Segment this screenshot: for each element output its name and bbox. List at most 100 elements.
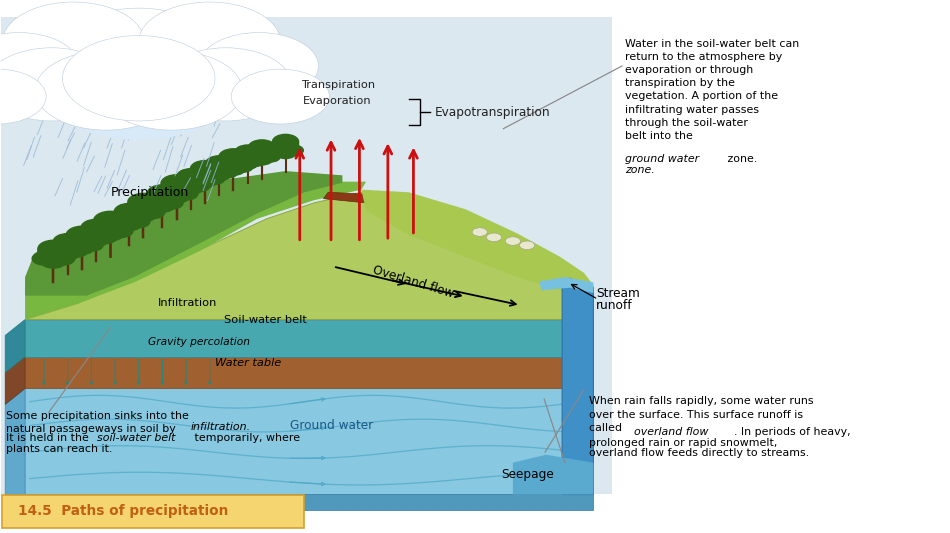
- Polygon shape: [25, 182, 366, 319]
- Circle shape: [208, 168, 230, 181]
- Circle shape: [237, 157, 258, 169]
- Text: Ground water: Ground water: [291, 419, 373, 432]
- Text: Water in the soil-water belt can
return to the atmosphere by
evaporation or thro: Water in the soil-water belt can return …: [625, 38, 799, 141]
- Circle shape: [203, 173, 225, 184]
- Text: Seepage: Seepage: [502, 468, 554, 481]
- Circle shape: [142, 197, 163, 209]
- Circle shape: [163, 189, 189, 203]
- Circle shape: [52, 252, 75, 265]
- Circle shape: [32, 252, 55, 265]
- Text: Water table: Water table: [215, 358, 281, 368]
- Circle shape: [193, 174, 217, 188]
- Circle shape: [235, 150, 251, 159]
- Circle shape: [125, 209, 144, 220]
- Text: Overland flow: Overland flow: [370, 264, 455, 301]
- Text: ground water: ground water: [625, 154, 699, 164]
- Text: overland flow: overland flow: [635, 427, 709, 437]
- Circle shape: [185, 173, 206, 184]
- Circle shape: [128, 215, 150, 228]
- Circle shape: [161, 48, 292, 121]
- Text: 14.5  Paths of precipitation: 14.5 Paths of precipitation: [18, 504, 229, 519]
- Circle shape: [172, 181, 192, 191]
- Circle shape: [108, 215, 131, 228]
- Text: When rain falls rapidly, some water runs
over the surface. This surface runoff i: When rain falls rapidly, some water runs…: [589, 397, 813, 433]
- Polygon shape: [540, 277, 594, 293]
- Circle shape: [87, 224, 112, 238]
- Circle shape: [150, 198, 175, 212]
- Polygon shape: [25, 357, 594, 389]
- Circle shape: [147, 185, 178, 202]
- Circle shape: [56, 247, 80, 260]
- Circle shape: [243, 151, 263, 162]
- Circle shape: [190, 180, 210, 192]
- Text: Infiltration: Infiltration: [158, 297, 217, 308]
- Circle shape: [66, 232, 86, 243]
- Circle shape: [235, 145, 260, 159]
- Circle shape: [49, 246, 69, 257]
- Circle shape: [486, 233, 502, 241]
- Circle shape: [128, 199, 148, 210]
- Polygon shape: [562, 278, 594, 495]
- Circle shape: [284, 145, 303, 156]
- Circle shape: [216, 161, 233, 171]
- Circle shape: [63, 36, 215, 121]
- Polygon shape: [5, 389, 25, 511]
- Circle shape: [139, 2, 280, 82]
- Circle shape: [41, 254, 66, 268]
- Circle shape: [282, 139, 298, 149]
- Polygon shape: [361, 190, 594, 298]
- Text: . In periods of heavy,: . In periods of heavy,: [733, 427, 850, 437]
- Circle shape: [3, 2, 144, 82]
- Circle shape: [0, 33, 79, 100]
- Circle shape: [159, 190, 178, 201]
- Polygon shape: [513, 455, 594, 495]
- Polygon shape: [25, 192, 594, 319]
- Circle shape: [109, 224, 133, 238]
- Circle shape: [84, 233, 108, 247]
- Circle shape: [35, 51, 177, 130]
- Circle shape: [162, 197, 183, 209]
- Circle shape: [180, 182, 202, 195]
- Circle shape: [81, 238, 104, 251]
- Circle shape: [114, 204, 144, 220]
- Circle shape: [38, 246, 58, 257]
- Circle shape: [105, 217, 127, 229]
- Polygon shape: [5, 357, 25, 405]
- Circle shape: [200, 167, 220, 178]
- Circle shape: [248, 140, 276, 155]
- Circle shape: [66, 226, 98, 244]
- Circle shape: [175, 187, 198, 200]
- Circle shape: [246, 156, 265, 166]
- Circle shape: [218, 167, 238, 178]
- Text: Some precipitation sinks into the
natural passageways in soil by: Some precipitation sinks into the natura…: [6, 411, 189, 434]
- Circle shape: [248, 145, 266, 155]
- Circle shape: [221, 162, 245, 175]
- Text: Evapotranspiration: Evapotranspiration: [434, 106, 550, 119]
- Circle shape: [273, 134, 298, 149]
- Polygon shape: [5, 495, 594, 511]
- Circle shape: [218, 154, 238, 165]
- Circle shape: [172, 180, 192, 192]
- Text: Stream: Stream: [597, 287, 640, 300]
- Text: plants can reach it.: plants can reach it.: [6, 443, 112, 454]
- Circle shape: [48, 245, 69, 257]
- Circle shape: [131, 207, 156, 222]
- Circle shape: [140, 199, 159, 210]
- Text: Soil-water belt: Soil-water belt: [224, 314, 307, 325]
- Circle shape: [61, 238, 84, 251]
- Circle shape: [69, 240, 95, 254]
- Circle shape: [260, 151, 280, 162]
- Circle shape: [251, 152, 273, 165]
- Circle shape: [273, 139, 289, 149]
- Circle shape: [218, 149, 248, 165]
- Circle shape: [128, 193, 159, 211]
- Circle shape: [117, 217, 142, 231]
- Circle shape: [53, 233, 83, 250]
- Text: overland flow feeds directly to streams.: overland flow feeds directly to streams.: [589, 448, 808, 458]
- Polygon shape: [25, 389, 594, 495]
- Circle shape: [177, 174, 195, 184]
- Text: Transpiration: Transpiration: [300, 80, 374, 91]
- Text: Evaporation: Evaporation: [303, 96, 372, 107]
- Polygon shape: [5, 319, 25, 373]
- Circle shape: [57, 8, 220, 100]
